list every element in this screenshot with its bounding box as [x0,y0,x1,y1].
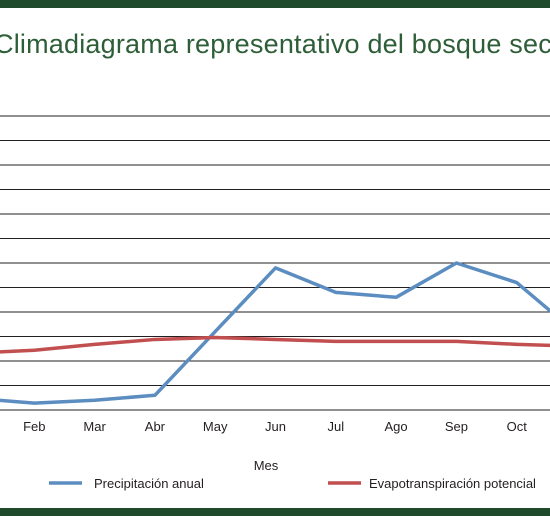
x-axis-label: Mes [254,458,279,473]
legend: Precipitación anual Evapotranspiración po… [49,476,536,491]
legend-label: Precipitación anual [94,476,204,491]
gridlines [0,115,550,411]
x-tick-label: Jul [327,419,344,434]
series-line-precipitacion [0,261,550,405]
legend-label: Evapotranspiración potencial [369,476,536,491]
series-line-evapotranspiracion [0,335,550,354]
x-tick-label: Oct [507,419,528,434]
top-border-band [0,0,550,8]
x-tick-label: Abr [145,419,166,434]
series-lines [0,261,550,405]
x-tick-label: May [203,419,228,434]
bottom-border-band [0,508,550,516]
chart-title: Climadiagrama representativo del bosque … [0,29,550,59]
x-tick-labels: Feb Mar Abr May Jun Jul Ago Sep Oct [23,419,527,434]
x-tick-label: Sep [445,419,468,434]
x-tick-label: Jun [265,419,286,434]
x-tick-label: Ago [385,419,408,434]
x-tick-label: Mar [83,419,106,434]
x-tick-label: Feb [23,419,45,434]
